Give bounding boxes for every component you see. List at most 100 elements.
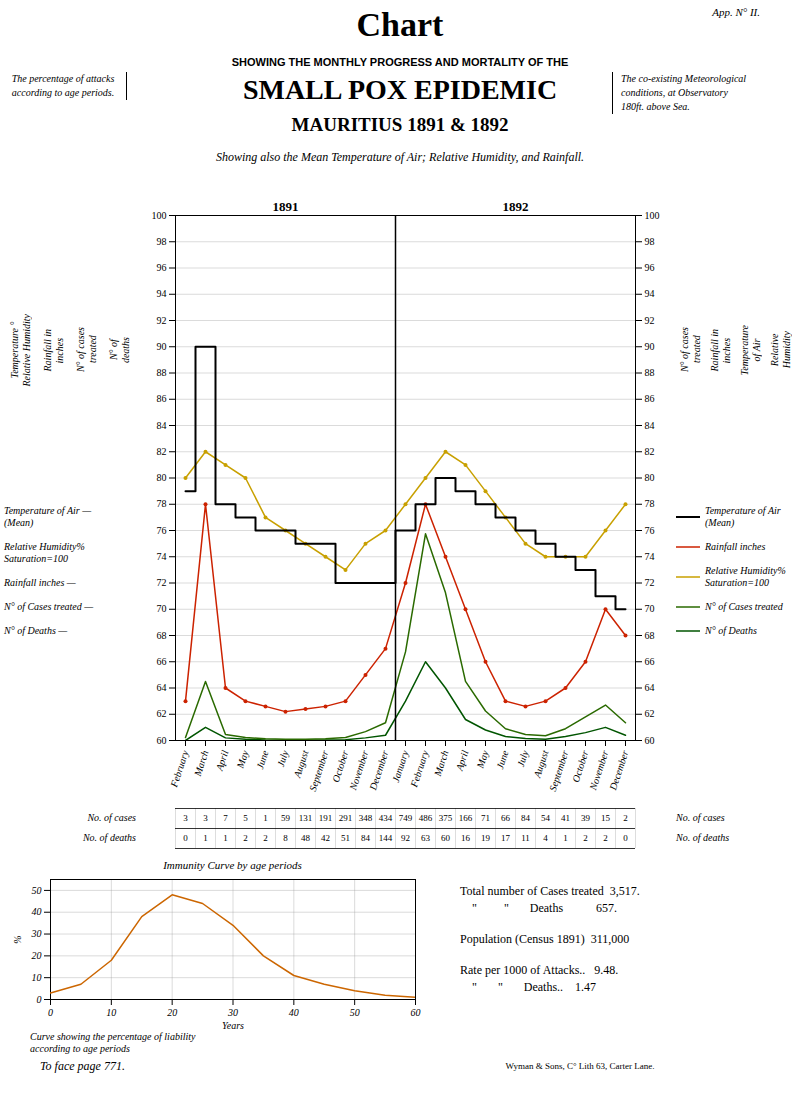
svg-text:96: 96 (157, 262, 167, 273)
svg-text:10: 10 (32, 972, 42, 983)
svg-text:72: 72 (645, 577, 655, 588)
svg-text:60: 60 (157, 735, 167, 746)
svg-text:4: 4 (543, 833, 548, 843)
svg-text:2: 2 (623, 813, 628, 823)
svg-text:96: 96 (645, 262, 655, 273)
svg-text:63: 63 (421, 833, 431, 843)
svg-text:90: 90 (645, 341, 655, 352)
svg-text:54: 54 (541, 813, 551, 823)
svg-text:291: 291 (339, 813, 353, 823)
svg-text:April: April (453, 749, 470, 773)
svg-text:1: 1 (223, 833, 228, 843)
svg-text:84: 84 (157, 420, 167, 431)
svg-text:66: 66 (645, 656, 655, 667)
svg-text:78: 78 (645, 498, 655, 509)
svg-text:76: 76 (157, 525, 167, 536)
svg-text:10: 10 (106, 1007, 116, 1018)
svg-text:20: 20 (167, 1007, 177, 1018)
svg-text:100: 100 (645, 210, 660, 221)
svg-text:March: March (192, 749, 211, 778)
svg-text:66: 66 (501, 813, 511, 823)
svg-text:76: 76 (645, 525, 655, 536)
svg-text:19: 19 (481, 833, 491, 843)
svg-text:1891: 1891 (273, 199, 299, 214)
svg-text:88: 88 (157, 367, 167, 378)
svg-text:191: 191 (319, 813, 333, 823)
svg-text:50: 50 (350, 1007, 360, 1018)
svg-text:80: 80 (645, 472, 655, 483)
svg-text:70: 70 (645, 603, 655, 614)
svg-text:August: August (531, 749, 550, 780)
svg-text:68: 68 (645, 630, 655, 641)
svg-text:September: September (547, 749, 571, 793)
svg-text:2: 2 (603, 833, 608, 843)
svg-text:February: February (168, 748, 191, 789)
svg-text:80: 80 (157, 472, 167, 483)
svg-text:48: 48 (301, 833, 311, 843)
svg-text:64: 64 (645, 682, 655, 693)
svg-text:42: 42 (321, 833, 330, 843)
svg-text:90: 90 (157, 341, 167, 352)
svg-text:0: 0 (37, 994, 42, 1005)
svg-text:15: 15 (601, 813, 611, 823)
svg-text:December: December (367, 749, 391, 793)
svg-text:72: 72 (157, 577, 167, 588)
svg-text:3: 3 (183, 813, 188, 823)
svg-text:Years: Years (222, 1020, 244, 1031)
svg-text:16: 16 (461, 833, 471, 843)
svg-text:71: 71 (481, 813, 490, 823)
svg-text:1: 1 (563, 833, 568, 843)
svg-text:June: June (494, 748, 510, 770)
svg-text:2: 2 (243, 833, 248, 843)
svg-text:82: 82 (157, 446, 167, 457)
svg-text:131: 131 (299, 813, 313, 823)
svg-text:October: October (570, 749, 591, 784)
svg-text:30: 30 (31, 928, 42, 939)
svg-text:375: 375 (439, 813, 453, 823)
svg-text:434: 434 (379, 813, 393, 823)
svg-text:May: May (234, 748, 250, 770)
svg-text:62: 62 (157, 708, 167, 719)
svg-text:September: September (307, 749, 331, 793)
svg-text:348: 348 (359, 813, 373, 823)
svg-text:July: July (275, 748, 291, 768)
svg-text:August: August (291, 749, 310, 780)
svg-text:20: 20 (32, 950, 42, 961)
svg-text:66: 66 (157, 656, 167, 667)
svg-text:92: 92 (401, 833, 410, 843)
svg-text:84: 84 (361, 833, 371, 843)
svg-text:0: 0 (183, 833, 188, 843)
svg-text:60: 60 (411, 1007, 421, 1018)
svg-text:92: 92 (157, 315, 167, 326)
svg-text:144: 144 (379, 833, 393, 843)
svg-text:2: 2 (263, 833, 268, 843)
svg-text:17: 17 (501, 833, 511, 843)
svg-text:86: 86 (645, 393, 655, 404)
svg-text:December: December (607, 749, 631, 793)
svg-text:1892: 1892 (503, 199, 529, 214)
svg-text:March: March (432, 749, 451, 778)
svg-text:5: 5 (243, 813, 248, 823)
svg-text:October: October (330, 749, 351, 784)
svg-text:40: 40 (32, 906, 42, 917)
svg-text:62: 62 (645, 708, 655, 719)
svg-text:January: January (390, 748, 411, 783)
svg-text:11: 11 (521, 833, 530, 843)
svg-text:100: 100 (152, 210, 167, 221)
svg-text:60: 60 (645, 735, 655, 746)
svg-text:86: 86 (157, 393, 167, 404)
svg-text:94: 94 (157, 288, 167, 299)
svg-text:1: 1 (263, 813, 268, 823)
svg-text:0: 0 (48, 1007, 53, 1018)
svg-text:92: 92 (645, 315, 655, 326)
svg-text:166: 166 (459, 813, 473, 823)
svg-text:94: 94 (645, 288, 655, 299)
svg-text:59: 59 (281, 813, 291, 823)
svg-text:40: 40 (289, 1007, 299, 1018)
svg-text:May: May (474, 748, 490, 770)
svg-text:82: 82 (645, 446, 655, 457)
svg-text:February: February (408, 748, 431, 789)
svg-text:486: 486 (419, 813, 433, 823)
svg-text:51: 51 (341, 833, 350, 843)
svg-text:84: 84 (521, 813, 531, 823)
